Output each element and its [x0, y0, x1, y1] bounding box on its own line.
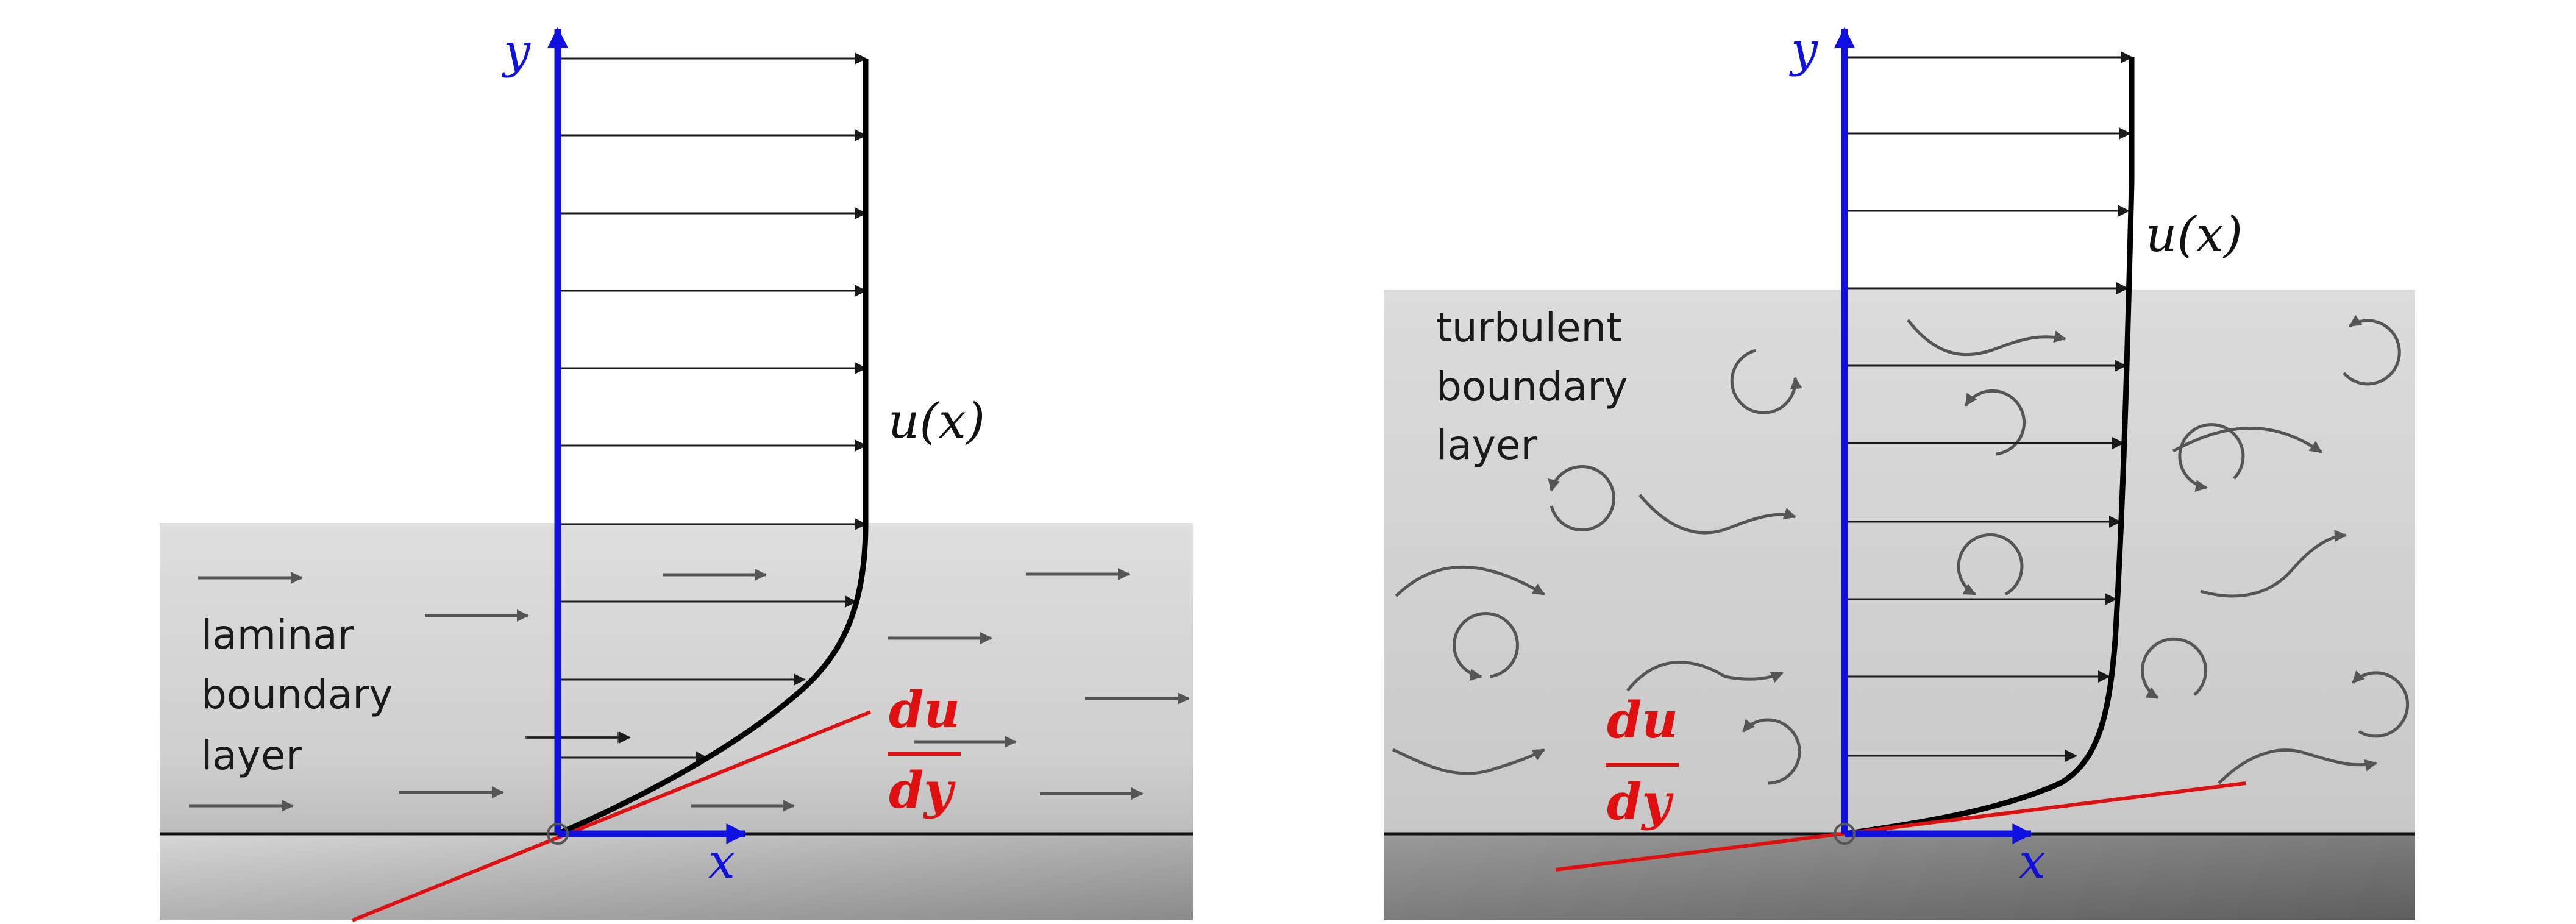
eddy-swirl: [1730, 349, 1802, 414]
laminar-panel: y x u(x) du dy laminar boundary layer: [160, 24, 1193, 922]
turbulent-wavy-arrows: [1392, 319, 2377, 784]
laminar-label-line-3: layer: [201, 732, 302, 779]
turbulent-layer-region: [1384, 290, 2415, 834]
eddy-swirl: [1742, 718, 1801, 785]
wavy-arrow: [2172, 426, 2322, 454]
turbulent-layer-label: turbulent boundary layer: [1436, 304, 1628, 469]
turbulent-panel: y x u(x) du dy turbulent boundary layer: [1384, 23, 2415, 920]
eddy-swirl: [1957, 533, 2024, 596]
turbulent-derivative-numerator: du: [1607, 691, 1678, 750]
eddy-swirl: [2352, 670, 2410, 738]
laminar-label-line-2: boundary: [201, 671, 393, 718]
laminar-x-axis-label: x: [708, 834, 735, 889]
eddy-swirl: [2343, 315, 2401, 386]
laminar-velocity-vectors: [527, 52, 867, 764]
wavy-arrow: [1638, 494, 1796, 535]
eddy-swirl: [1964, 389, 2026, 456]
turbulent-derivative-denominator: dy: [1607, 773, 1674, 831]
eddy-swirl: [1453, 612, 1519, 681]
turbulent-eddies: [1453, 315, 2410, 785]
turbulent-wall: [1384, 834, 2415, 920]
turbulent-y-axis-label: y: [1789, 23, 1818, 77]
wavy-arrow: [1395, 565, 1545, 597]
wavy-arrow: [1626, 660, 1784, 692]
turbulent-profile-label: u(x): [2146, 206, 2243, 263]
wavy-arrow: [2200, 530, 2347, 598]
laminar-y-axis-label: y: [502, 24, 531, 79]
laminar-derivative-line: [351, 710, 872, 922]
turbulent-label-line-3: layer: [1436, 422, 1537, 469]
wavy-arrow: [1907, 319, 2066, 357]
laminar-wall: [160, 834, 1193, 920]
wavy-arrow: [2218, 748, 2377, 784]
turbulent-derivative-line: [1555, 781, 2246, 872]
turbulent-velocity-vectors: [1845, 51, 2133, 762]
turbulent-x-axis-label: x: [2019, 834, 2046, 889]
eddy-swirl: [2140, 637, 2207, 700]
turbulent-velocity-profile: [1844, 57, 2135, 837]
turbulent-origin-marker: [1834, 823, 1856, 845]
turbulent-derivative-label: du dy: [1606, 691, 1679, 831]
laminar-origin-marker: [547, 823, 569, 845]
laminar-derivative-denominator: dy: [889, 761, 956, 820]
eddy-swirl: [1548, 465, 1615, 531]
laminar-velocity-profile: [557, 59, 869, 837]
laminar-profile-label: u(x): [888, 393, 985, 449]
wavy-arrow: [1392, 748, 1545, 775]
turbulent-label-line-1: turbulent: [1436, 304, 1622, 351]
laminar-layer-label: laminar boundary layer: [201, 611, 393, 779]
laminar-derivative-numerator: du: [889, 681, 960, 739]
eddy-swirl: [2178, 423, 2245, 492]
laminar-derivative-label: du dy: [888, 681, 961, 820]
turbulent-label-line-2: boundary: [1436, 363, 1628, 410]
laminar-label-line-1: laminar: [201, 611, 355, 658]
